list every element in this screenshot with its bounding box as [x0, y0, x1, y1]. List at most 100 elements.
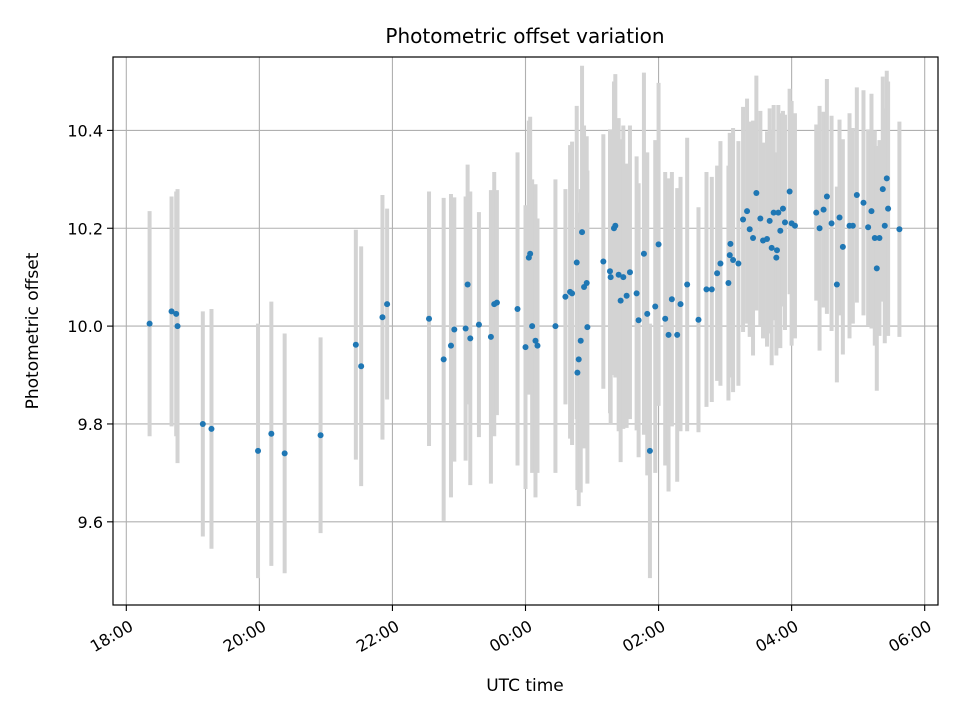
data-point [644, 310, 651, 317]
data-point [168, 308, 175, 315]
data-point [514, 305, 521, 312]
data-point [674, 331, 681, 338]
data-point [633, 290, 640, 297]
data-point [768, 244, 775, 251]
data-point [773, 254, 780, 261]
x-tick-label: 22:00 [353, 616, 402, 656]
data-point [868, 208, 875, 215]
data-point [757, 215, 764, 222]
data-point [865, 224, 872, 231]
y-tick-label: 10.2 [67, 219, 103, 238]
data-point [426, 315, 433, 322]
y-axis-ticks: 9.6 9.8 10.0 10.2 10.4 [67, 121, 113, 532]
x-tick-label: 00:00 [486, 616, 535, 656]
data-point [532, 337, 539, 344]
data-point [579, 229, 586, 236]
data-point [317, 432, 324, 439]
x-tick-label: 18:00 [87, 616, 136, 656]
data-point [527, 250, 534, 257]
data-point [823, 193, 830, 200]
data-point [813, 209, 820, 216]
data-point [730, 257, 737, 264]
data-point [199, 420, 206, 427]
data-point [635, 317, 642, 324]
data-point [146, 320, 153, 327]
data-point [615, 271, 622, 278]
data-point [816, 225, 823, 232]
x-tick-label: 04:00 [752, 616, 801, 656]
data-point [358, 363, 365, 370]
data-point [573, 259, 580, 266]
data-point [493, 299, 500, 306]
data-point [735, 260, 742, 267]
data-point [744, 208, 751, 215]
data-point [725, 280, 732, 287]
data-point [569, 290, 576, 297]
data-point [467, 335, 474, 342]
data-point [879, 186, 886, 193]
data-point [606, 268, 613, 275]
data-point [255, 447, 262, 454]
data-point [475, 321, 482, 328]
data-point [577, 337, 584, 344]
data-point [268, 430, 275, 437]
data-point [717, 260, 724, 267]
data-point [665, 331, 672, 338]
data-point [770, 209, 777, 216]
data-point [695, 316, 702, 323]
data-point [640, 250, 647, 257]
data-point [766, 217, 773, 224]
y-tick-label: 10.0 [67, 317, 103, 336]
data-point [773, 247, 780, 254]
data-point [684, 281, 691, 288]
data-point [617, 297, 624, 304]
data-point [487, 333, 494, 340]
data-point [384, 301, 391, 308]
data-point [791, 222, 798, 229]
data-point [764, 236, 771, 243]
data-point [836, 214, 843, 221]
data-point [746, 226, 753, 233]
x-tick-label: 02:00 [619, 616, 668, 656]
data-point [451, 326, 458, 333]
data-points [146, 175, 903, 457]
x-tick-label: 20:00 [220, 616, 269, 656]
data-point [708, 286, 715, 293]
data-point [655, 241, 662, 248]
y-tick-label: 9.8 [78, 415, 103, 434]
data-point [447, 342, 454, 349]
data-point [896, 226, 903, 233]
chart-title: Photometric offset variation [385, 24, 664, 48]
data-point [777, 227, 784, 234]
data-point [529, 323, 536, 330]
data-point [753, 190, 760, 197]
x-axis-label: UTC time [486, 676, 564, 696]
y-axis-label: Photometric offset [23, 252, 43, 409]
data-point [833, 281, 840, 288]
data-point [779, 205, 786, 212]
data-point [703, 286, 710, 293]
data-point [873, 265, 880, 272]
data-point [786, 188, 793, 195]
data-point [600, 258, 607, 265]
data-point [677, 301, 684, 308]
data-point [440, 356, 447, 363]
data-point [727, 240, 734, 247]
data-point [853, 191, 860, 198]
data-point [820, 206, 827, 213]
data-point [208, 425, 215, 432]
data-point [775, 209, 782, 216]
error-bars [147, 65, 902, 579]
data-point [174, 323, 181, 330]
data-point [352, 341, 359, 348]
data-point [781, 219, 788, 226]
data-point [281, 450, 288, 457]
data-point [714, 270, 721, 277]
data-point [750, 235, 757, 242]
data-point [740, 216, 747, 223]
data-point [726, 252, 733, 259]
y-tick-label: 10.4 [67, 121, 103, 140]
data-point [871, 235, 878, 242]
data-point [860, 199, 867, 206]
